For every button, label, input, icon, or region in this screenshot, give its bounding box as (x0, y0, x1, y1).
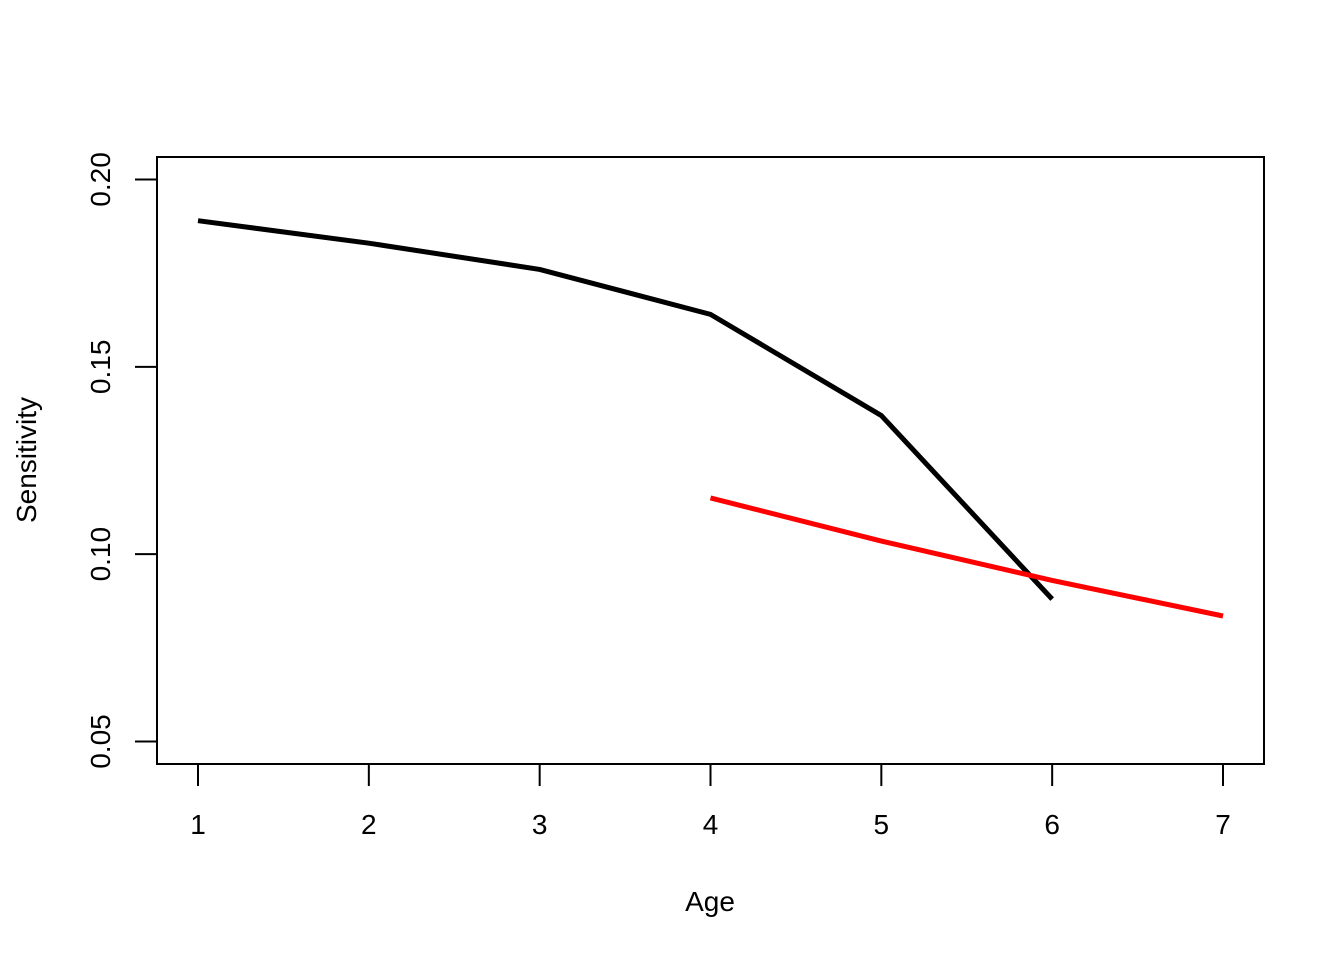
y-axis: 0.05 0.10 0.15 0.20 (85, 152, 158, 769)
x-tick-label: 2 (361, 809, 377, 840)
y-tick-label: 0.20 (85, 152, 116, 207)
x-tick-label: 4 (703, 809, 719, 840)
x-tick-label: 1 (190, 809, 206, 840)
y-axis-title: Sensitivity (11, 397, 42, 523)
x-tick-label: 3 (532, 809, 548, 840)
x-tick-label: 6 (1044, 809, 1060, 840)
series-line-1 (197, 218, 1055, 601)
y-tick-label: 0.15 (85, 340, 116, 395)
series-layer (197, 218, 1224, 619)
x-tick-label: 5 (874, 809, 890, 840)
y-tick-label: 0.10 (85, 527, 116, 582)
x-axis: 1 2 3 4 5 6 7 (190, 763, 1231, 840)
plot-frame (156, 156, 1265, 765)
x-tick-label: 7 (1215, 809, 1231, 840)
series-line-2 (709, 495, 1224, 619)
y-tick-label: 0.05 (85, 714, 116, 769)
x-axis-title: Age (685, 886, 735, 917)
